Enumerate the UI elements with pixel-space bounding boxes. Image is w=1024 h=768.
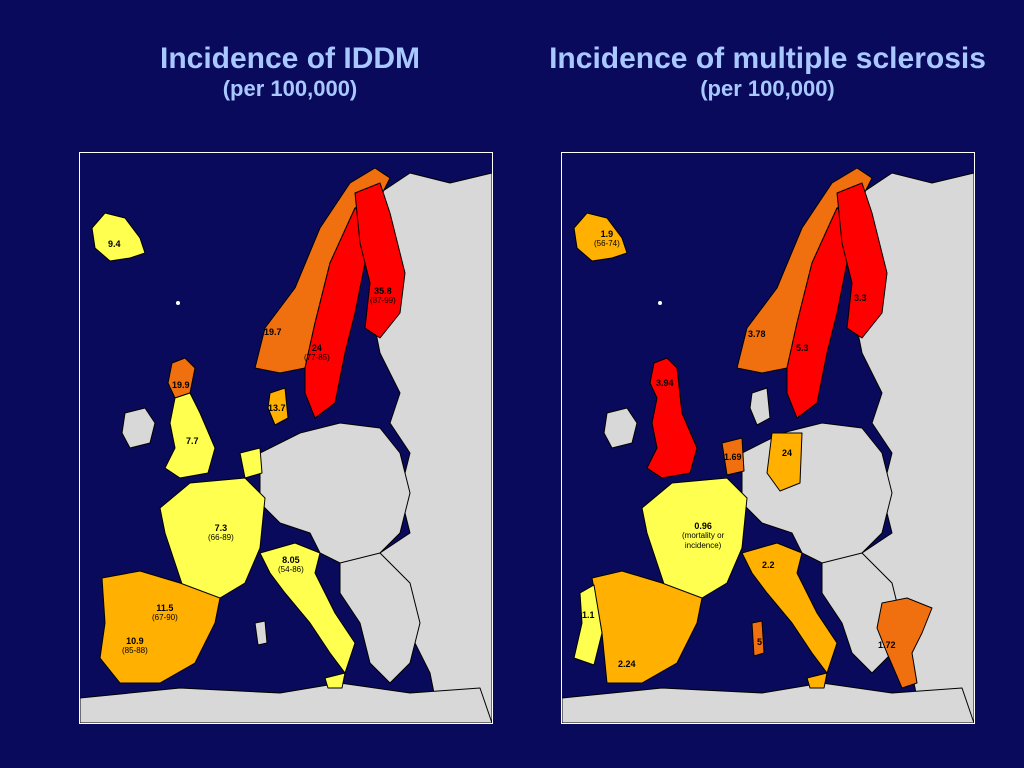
ms-north-africa bbox=[562, 682, 974, 723]
ms-label-uk: 3.94 bbox=[656, 378, 674, 388]
iddm-england bbox=[164, 392, 216, 479]
ms-germany bbox=[766, 432, 803, 492]
iddm-label-england: 7.7 bbox=[186, 436, 199, 446]
ms-portugal bbox=[573, 584, 603, 666]
ms-balkans bbox=[821, 552, 903, 674]
ms-map-svg bbox=[562, 167, 974, 723]
iddm-ireland bbox=[121, 407, 156, 449]
iddm-map: 9.4 19.7 24 (77-85) 35.8 (87-99) 19.9 13… bbox=[79, 152, 493, 724]
iddm-balkans bbox=[339, 552, 421, 684]
iddm-label-scotland: 19.9 bbox=[172, 380, 190, 390]
ms-uk bbox=[646, 357, 698, 479]
ms-spain bbox=[591, 570, 703, 684]
ms-title-sub: (per 100,000) bbox=[700, 76, 835, 101]
iddm-label-norway: 19.7 bbox=[264, 327, 282, 337]
ms-sicily bbox=[806, 672, 828, 689]
iddm-label-france: 7.3 (66-89) bbox=[208, 523, 234, 542]
ms-iceland bbox=[573, 212, 628, 262]
ms-italy bbox=[741, 542, 838, 674]
iddm-italy bbox=[259, 542, 356, 674]
ms-label-sweden: 5.3 bbox=[796, 343, 809, 353]
ms-label-italy: 2.2 bbox=[762, 560, 775, 570]
ms-label-norway: 3.78 bbox=[748, 329, 766, 339]
iddm-benelux bbox=[239, 447, 263, 479]
ms-title-main: Incidence of multiple sclerosis bbox=[549, 42, 986, 75]
iddm-title: Incidence of IDDM (per 100,000) bbox=[110, 42, 470, 102]
ms-netherlands bbox=[721, 437, 745, 476]
ms-sweden bbox=[786, 207, 853, 419]
iddm-label-iceland: 9.4 bbox=[108, 239, 121, 249]
ms-map: 1.9 (56-74) 3.78 5.3 3.3 3.94 1.69 24 0.… bbox=[561, 152, 975, 724]
iddm-sardinia bbox=[254, 620, 268, 646]
ms-label-greece: 1.72 bbox=[878, 640, 896, 650]
ms-label-spain: 2.24 bbox=[618, 659, 636, 669]
ms-label-finland: 3.3 bbox=[854, 293, 867, 303]
iddm-label-finland: 35.8 (87-99) bbox=[370, 286, 396, 305]
iddm-denmark bbox=[267, 387, 289, 426]
iddm-sicily bbox=[324, 672, 346, 689]
iddm-iceland bbox=[91, 212, 146, 262]
ms-finland bbox=[836, 182, 888, 339]
iddm-faroe-dot bbox=[176, 301, 180, 305]
ms-label-netherlands: 1.69 bbox=[724, 452, 742, 462]
iddm-scotland bbox=[167, 357, 196, 399]
ms-ireland bbox=[603, 407, 638, 449]
iddm-france bbox=[159, 477, 266, 599]
iddm-iberia bbox=[99, 570, 221, 684]
ms-title: Incidence of multiple sclerosis (per 100… bbox=[505, 42, 1024, 102]
ms-france bbox=[641, 477, 748, 599]
ms-label-sardinia: 5 bbox=[757, 637, 763, 647]
iddm-title-main: Incidence of IDDM bbox=[159, 42, 421, 75]
iddm-label-sweden: 24 (77-85) bbox=[304, 343, 330, 362]
ms-label-france: 0.96 (mortality or incidence) bbox=[682, 521, 725, 550]
iddm-sweden bbox=[304, 207, 371, 419]
iddm-map-svg bbox=[80, 167, 492, 723]
ms-sardinia bbox=[751, 620, 765, 657]
iddm-label-spain-north: 11.5 (67-90) bbox=[152, 603, 178, 622]
ms-label-germany: 24 bbox=[782, 448, 793, 458]
ms-label-portugal: 1.1 bbox=[582, 610, 595, 620]
iddm-label-italy: 8.05 (54-86) bbox=[278, 555, 304, 574]
iddm-finland bbox=[354, 182, 406, 339]
iddm-label-denmark: 13.7 bbox=[268, 403, 286, 413]
ms-greece bbox=[876, 597, 933, 689]
iddm-title-sub: (per 100,000) bbox=[222, 76, 358, 101]
ms-denmark bbox=[749, 387, 771, 426]
iddm-north-africa bbox=[80, 682, 492, 723]
iddm-label-spain-south: 10.9 (85-88) bbox=[122, 636, 148, 655]
ms-label-iceland: 1.9 (56-74) bbox=[594, 229, 620, 248]
ms-faroe-dot bbox=[658, 301, 662, 305]
